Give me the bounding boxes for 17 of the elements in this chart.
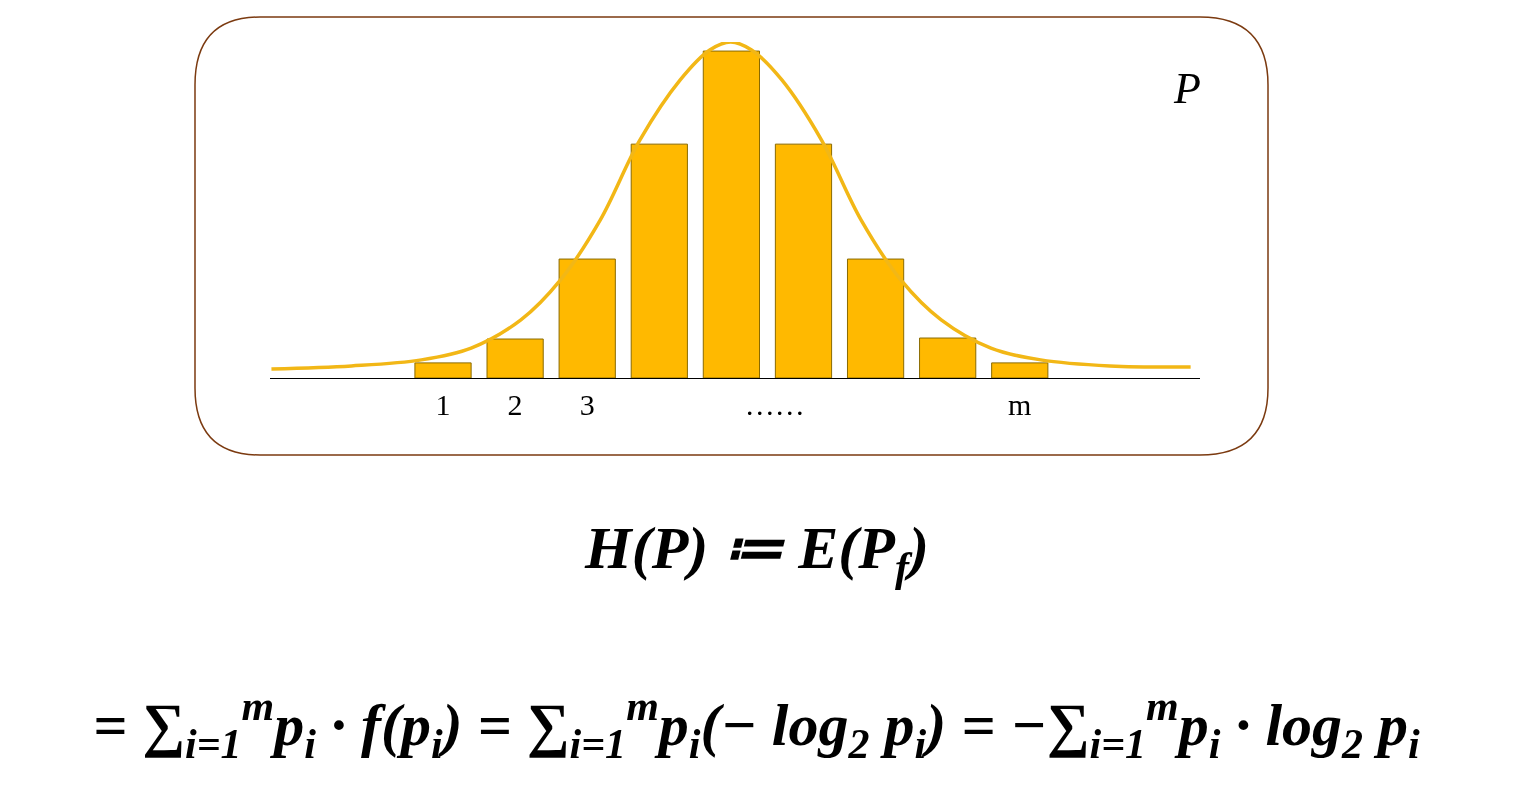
- bar: [774, 143, 833, 378]
- bar: [414, 362, 472, 378]
- bar: [846, 258, 905, 378]
- text: = ∑$_{i=1}$$^{m}$p$_{i}$ · f(p$_{i}$) = ∑$_{i=1}$$^{m}$p$_{i}$(− log$_{2}$ p$_{i}$) = −∑$_{i=1}$$^{m}$p$_{i}$ · log$_{2}$ p$_{i}$: [93, 683, 1420, 767]
- text: H(P) ≔ E(P$_{f}$): [584, 515, 929, 590]
- x-tick-label: 2: [507, 388, 523, 421]
- bar: [702, 50, 761, 378]
- bar: [630, 143, 688, 378]
- x-tick-label: 1: [435, 388, 451, 421]
- bar: [486, 338, 544, 378]
- x-tick-label: 3: [579, 388, 595, 421]
- x-tick-label: m: [1008, 388, 1032, 421]
- bar: [558, 258, 616, 378]
- x-tick-label: ……: [744, 388, 805, 421]
- bar: [919, 337, 977, 378]
- annotation: P: [1173, 64, 1201, 113]
- bar: [991, 362, 1049, 378]
